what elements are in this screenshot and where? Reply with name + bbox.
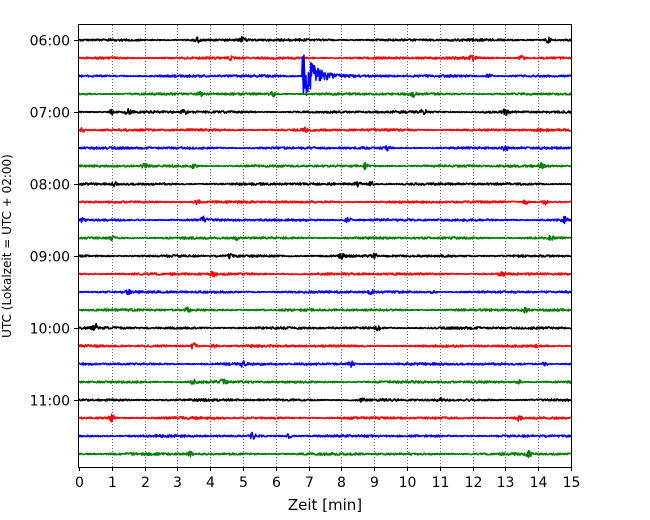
trace-line — [78, 107, 572, 116]
trace-line — [78, 126, 572, 133]
x-tick-label: 15 — [563, 475, 581, 491]
traces-group — [78, 36, 572, 459]
trace-line — [78, 162, 572, 171]
trace-line — [78, 449, 572, 459]
trace-line — [78, 378, 572, 385]
trace-line — [78, 288, 572, 296]
x-tick-label: 10 — [399, 475, 417, 491]
x-tick-label: 7 — [305, 475, 314, 491]
x-tick-label: 4 — [206, 475, 215, 491]
trace-line — [78, 54, 572, 62]
trace-line — [78, 413, 572, 423]
x-tick-label: 9 — [370, 475, 379, 491]
x-tick-label: 8 — [337, 475, 346, 491]
x-tick-label: 2 — [141, 475, 150, 491]
trace-line — [78, 322, 572, 332]
x-tick-label: 3 — [173, 475, 182, 491]
trace-line — [78, 54, 572, 96]
trace-line — [78, 342, 572, 350]
trace-line — [78, 180, 572, 188]
x-tick-label: 0 — [75, 475, 84, 491]
x-axis-ticks: 0 1 2 3 4 5 6 7 8 9 10 11 12 13 14 15 — [75, 467, 580, 491]
trace-line — [78, 36, 572, 44]
trace-line — [78, 90, 572, 98]
x-tick-label: 14 — [530, 475, 548, 491]
trace-line — [78, 199, 572, 206]
y-tick-label: 07:00 — [30, 106, 70, 122]
trace-line — [78, 360, 572, 368]
trace-line — [78, 306, 572, 314]
trace-line — [78, 215, 572, 225]
trace-line — [78, 252, 572, 260]
x-tick-label: 13 — [497, 475, 515, 491]
y-tick-label: 08:00 — [30, 178, 70, 194]
plot-frame — [78, 24, 572, 468]
x-tick-label: 11 — [432, 475, 450, 491]
y-tick-label: 09:00 — [30, 250, 70, 266]
y-axis-label: UTC (Lokalzeit = UTC + 02:00) — [0, 154, 14, 338]
x-tick-label: 12 — [465, 475, 483, 491]
x-tick-label: 1 — [108, 475, 117, 491]
trace-line — [78, 397, 572, 403]
y-tick-label: 06:00 — [30, 34, 70, 50]
trace-line — [78, 270, 572, 278]
x-tick-label: 6 — [272, 475, 281, 491]
trace-line — [78, 234, 572, 242]
trace-line — [78, 431, 572, 440]
trace-line — [78, 145, 572, 152]
x-axis-label: Zeit [min] — [288, 496, 362, 514]
y-tick-label: 11:00 — [30, 394, 70, 410]
y-axis-ticks: 06:00 07:00 08:00 09:00 10:00 11:00 — [30, 34, 79, 410]
y-tick-label: 10:00 — [30, 322, 70, 338]
x-tick-label: 5 — [239, 475, 248, 491]
